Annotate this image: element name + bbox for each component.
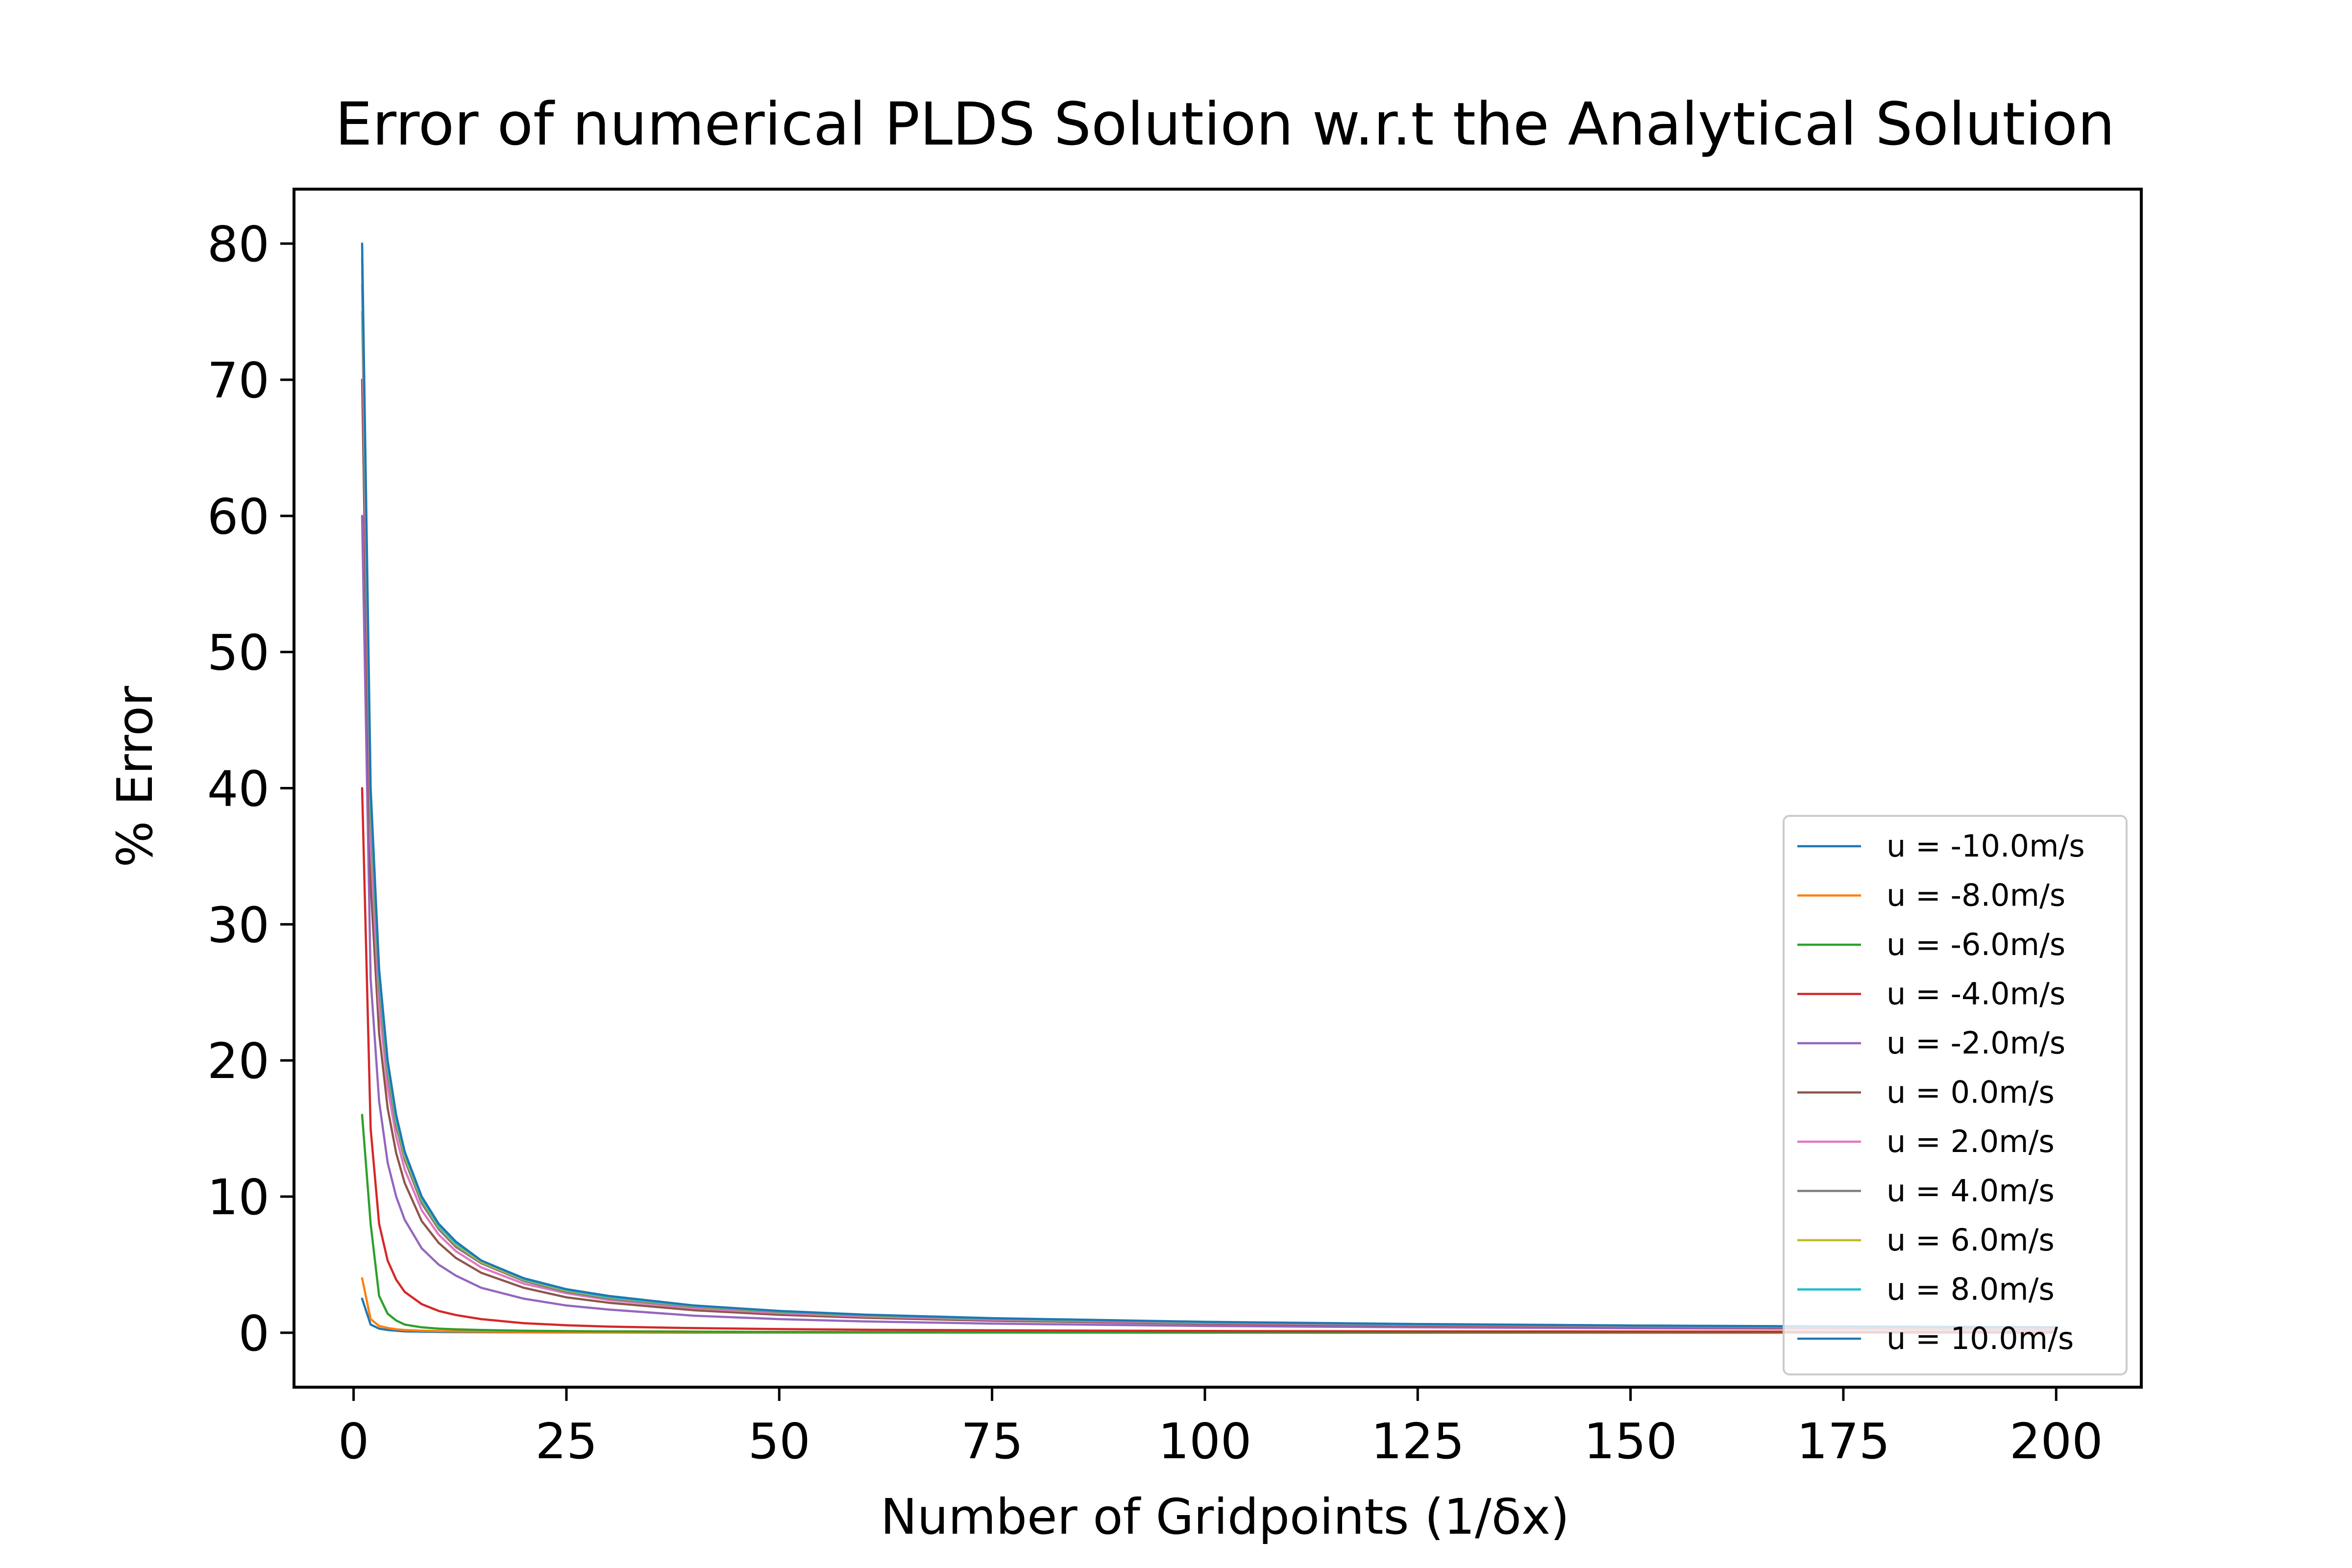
x-tick-label: 100	[1158, 1413, 1252, 1470]
legend-label: u = 6.0m/s	[1886, 1222, 2055, 1258]
series-line-10	[361, 242, 2058, 1329]
legend-item: u = 0.0m/s	[1797, 1075, 2055, 1110]
legend-item: u = -10.0m/s	[1797, 828, 2085, 864]
legend: u = -10.0m/s u = -8.0m/s u = -6.0m/s u = -4…	[1783, 815, 2128, 1375]
legend-item: u = -2.0m/s	[1797, 1025, 2065, 1061]
x-tick-label: 200	[2009, 1413, 2103, 1470]
legend-label: u = 2.0m/s	[1886, 1124, 2055, 1159]
x-axis-ticks: 0 25 50 75 100 125 150 175 200	[338, 1387, 2103, 1470]
x-tick-label: 175	[1796, 1413, 1890, 1470]
x-tick-label: 50	[748, 1413, 810, 1470]
series-line-4	[361, 514, 2058, 1331]
y-tick-label: 50	[207, 624, 270, 682]
legend-label: u = 4.0m/s	[1886, 1173, 2055, 1209]
y-tick-label: 0	[238, 1305, 270, 1362]
y-tick-label: 40	[207, 760, 270, 818]
legend-item: u = 6.0m/s	[1797, 1222, 2055, 1258]
legend-label: u = 8.0m/s	[1886, 1272, 2055, 1307]
x-tick-label: 150	[1584, 1413, 1677, 1470]
y-tick-label: 10	[207, 1169, 270, 1226]
x-tick-label: 25	[535, 1413, 597, 1470]
plot-lines	[361, 242, 2058, 1334]
legend-item: u = 10.0m/s	[1797, 1321, 2074, 1356]
legend-item: u = 8.0m/s	[1797, 1272, 2055, 1307]
y-axis-ticks: 0 10 20 30 40 50 60 70 80	[207, 216, 294, 1362]
legend-label: u = 10.0m/s	[1886, 1321, 2074, 1356]
legend-box	[1783, 815, 2128, 1375]
legend-label: u = 0.0m/s	[1886, 1075, 2055, 1110]
y-tick-label: 30	[207, 896, 270, 954]
legend-label: u = -4.0m/s	[1886, 976, 2065, 1012]
series-line-2	[361, 1114, 2058, 1334]
x-tick-label: 125	[1371, 1413, 1465, 1470]
legend-label: u = -10.0m/s	[1886, 828, 2085, 864]
legend-label: u = -6.0m/s	[1886, 927, 2065, 962]
x-tick-label: 0	[338, 1413, 369, 1470]
y-tick-label: 70	[207, 352, 270, 409]
x-axis-label: Number of Gridpoints (1/δx)	[881, 1488, 1569, 1545]
y-tick-label: 20	[207, 1032, 270, 1090]
plot-frame	[293, 188, 2143, 1389]
legend-item: u = -8.0m/s	[1797, 878, 2065, 913]
legend-item: u = -4.0m/s	[1797, 976, 2065, 1012]
chart-title: Error of numerical PLDS Solution w.r.t t…	[335, 91, 2115, 159]
y-tick-label: 60	[207, 488, 270, 545]
y-tick-label: 80	[207, 216, 270, 273]
legend-item: u = 4.0m/s	[1797, 1173, 2055, 1209]
legend-label: u = -8.0m/s	[1886, 878, 2065, 913]
x-tick-label: 75	[961, 1413, 1023, 1470]
legend-item: u = 2.0m/s	[1797, 1124, 2055, 1159]
legend-label: u = -2.0m/s	[1886, 1025, 2065, 1061]
y-axis-label: % Error	[106, 686, 164, 867]
legend-item: u = -6.0m/s	[1797, 927, 2065, 962]
series-line-3	[361, 787, 2058, 1333]
